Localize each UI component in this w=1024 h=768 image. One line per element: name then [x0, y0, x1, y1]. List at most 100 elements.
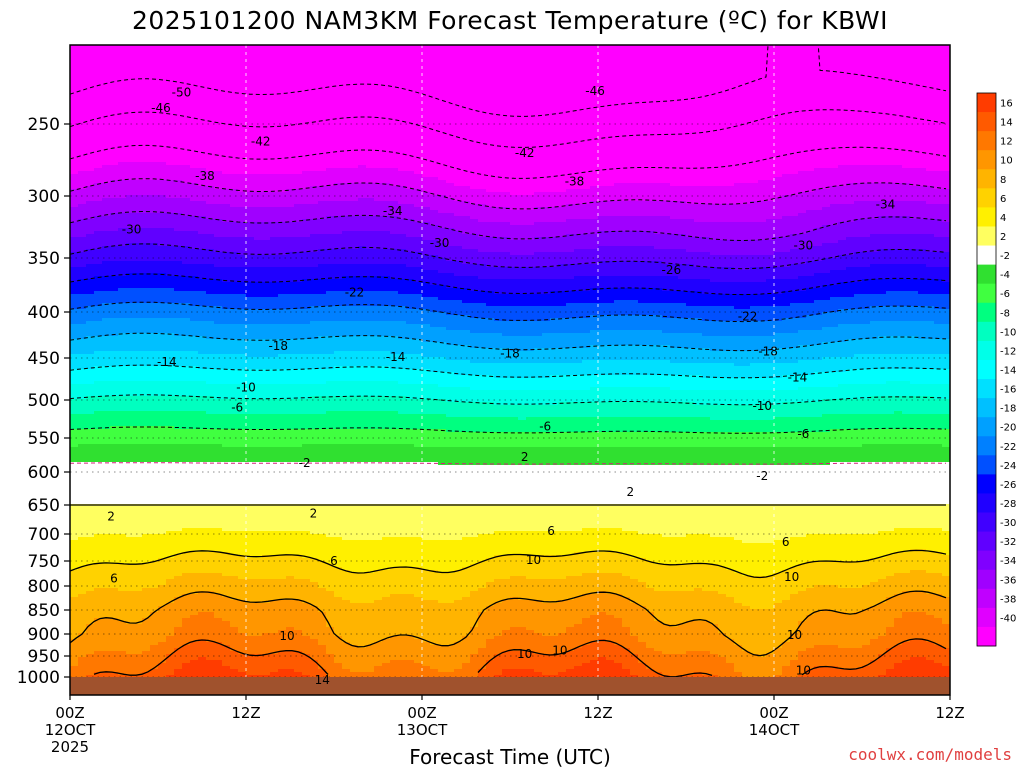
heat-cell: [70, 171, 79, 175]
heat-cell: [182, 453, 191, 457]
heat-cell: [150, 189, 159, 193]
heat-cell: [230, 474, 239, 478]
heat-cell: [134, 162, 143, 166]
heat-cell: [102, 468, 111, 472]
heat-cell: [166, 120, 175, 124]
heat-cell: [238, 174, 247, 178]
heat-cell: [126, 300, 135, 304]
heat-cell: [222, 252, 231, 256]
heat-cell: [214, 528, 223, 532]
heat-cell: [142, 675, 151, 679]
heat-cell: [246, 492, 255, 496]
heat-cell: [110, 414, 119, 418]
heat-cell: [118, 144, 127, 148]
heat-cell: [198, 222, 207, 226]
heat-cell: [238, 531, 247, 535]
heat-cell: [198, 321, 207, 325]
heat-cell: [134, 591, 143, 595]
heat-cell: [182, 153, 191, 157]
heat-cell: [110, 351, 119, 355]
heat-cell: [214, 213, 223, 217]
heat-cell: [102, 276, 111, 280]
heat-cell: [182, 183, 191, 187]
heat-cell: [142, 357, 151, 361]
heat-cell: [102, 429, 111, 433]
heat-cell: [142, 399, 151, 403]
heat-cell: [246, 117, 255, 121]
heat-cell: [158, 420, 167, 424]
heat-cell: [198, 657, 207, 661]
heat-cell: [238, 63, 247, 67]
heat-cell: [230, 96, 239, 100]
heat-cell: [134, 417, 143, 421]
heat-cell: [166, 198, 175, 202]
heat-cell: [70, 462, 79, 466]
heat-cell: [70, 453, 79, 457]
heat-cell: [230, 354, 239, 358]
heat-cell: [246, 648, 255, 652]
heat-cell: [182, 588, 191, 592]
heat-cell: [198, 660, 207, 664]
heat-cell: [150, 471, 159, 475]
heat-cell: [182, 201, 191, 205]
heat-cell: [246, 249, 255, 253]
heat-cell: [174, 243, 183, 247]
heat-cell: [142, 615, 151, 619]
heat-cell: [86, 102, 95, 106]
heat-cell: [190, 504, 199, 508]
heat-cell: [142, 393, 151, 397]
heat-cell: [142, 183, 151, 187]
heat-cell: [126, 282, 135, 286]
heat-cell: [70, 414, 79, 418]
heat-cell: [238, 342, 247, 346]
heat-cell: [102, 456, 111, 460]
heat-cell: [134, 294, 143, 298]
heat-cell: [102, 378, 111, 382]
heat-cell: [150, 102, 159, 106]
heat-cell: [150, 495, 159, 499]
heat-cell: [206, 651, 215, 655]
heat-cell: [214, 549, 223, 553]
heat-cell: [214, 366, 223, 370]
heat-cell: [166, 309, 175, 313]
heat-cell: [246, 378, 255, 382]
heat-cell: [110, 288, 119, 292]
heat-cell: [230, 333, 239, 337]
heat-cell: [206, 489, 215, 493]
heat-cell: [230, 585, 239, 589]
heat-cell: [182, 585, 191, 589]
heat-cell: [182, 378, 191, 382]
heat-cell: [206, 543, 215, 547]
heat-cell: [150, 384, 159, 388]
heat-cell: [142, 354, 151, 358]
heat-cell: [230, 561, 239, 565]
heat-cell: [118, 189, 127, 193]
heat-cell: [182, 513, 191, 517]
heat-cell: [94, 243, 103, 247]
heat-cell: [214, 531, 223, 535]
heat-cell: [102, 273, 111, 277]
heat-cell: [214, 327, 223, 331]
heat-cell: [94, 294, 103, 298]
heat-cell: [134, 57, 143, 61]
heat-cell: [158, 498, 167, 502]
heat-cell: [110, 420, 119, 424]
heat-cell: [86, 306, 95, 310]
heat-cell: [182, 207, 191, 211]
heat-cell: [118, 387, 127, 391]
heat-cell: [158, 432, 167, 436]
heat-cell: [246, 252, 255, 256]
heat-cell: [182, 123, 191, 127]
heat-cell: [238, 360, 247, 364]
heat-cell: [198, 243, 207, 247]
heat-cell: [190, 396, 199, 400]
heat-cell: [254, 45, 263, 49]
heat-cell: [158, 186, 167, 190]
heat-cell: [214, 657, 223, 661]
heat-cell: [206, 384, 215, 388]
heat-cell: [126, 234, 135, 238]
heat-cell: [198, 405, 207, 409]
heat-cell: [126, 114, 135, 118]
heat-cell: [94, 99, 103, 103]
heat-cell: [158, 522, 167, 526]
